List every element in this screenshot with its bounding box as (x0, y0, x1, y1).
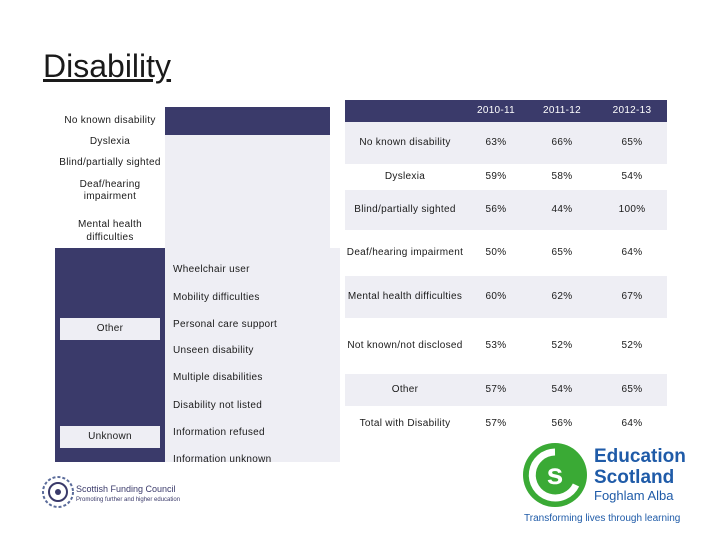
row-label: No known disability (359, 136, 451, 148)
row-label: Total with Disability (359, 417, 451, 429)
label-dyslexia: Dyslexia (55, 135, 165, 149)
sfc-logo: Scottish Funding Council Promoting furth… (40, 470, 180, 520)
subitem-mobility: Mobility difficulties (173, 291, 260, 303)
row-value: 54% (551, 383, 573, 395)
row-value: 44% (551, 203, 573, 215)
education-scotland-emblem-icon: s (523, 443, 587, 507)
table-row (345, 406, 667, 442)
sfc-tagline: Promoting further and higher education (76, 497, 181, 503)
label-blind: Blind/partially sighted (55, 149, 165, 177)
row-value: 64% (621, 246, 643, 258)
table-row (345, 374, 667, 406)
deaf-fill (165, 177, 330, 205)
blind-fill (165, 149, 330, 177)
row-value: 62% (551, 290, 573, 302)
row-value: 52% (551, 339, 573, 351)
subitem-multiple: Multiple disabilities (173, 371, 263, 383)
sfc-emblem-icon (42, 476, 74, 508)
row-value: 58% (551, 170, 573, 182)
table-header-bar (345, 100, 667, 122)
svg-text:s: s (547, 458, 564, 491)
table-row (345, 276, 667, 318)
row-label: Blind/partially sighted (354, 203, 456, 215)
header-2011-12: 2011-12 (542, 104, 582, 116)
label-deaf: Deaf/hearing impairment (55, 177, 165, 205)
row-value: 65% (551, 246, 573, 258)
subitem-personal-care: Personal care support (173, 318, 278, 330)
row-value: 60% (485, 290, 507, 302)
label-no-known-disability: No known disability (55, 107, 165, 135)
spacer-cell (55, 205, 165, 215)
row-value: 53% (485, 339, 507, 351)
no-known-bar (165, 107, 330, 135)
es-line3: Foghlam Alba (594, 488, 674, 503)
table-row (345, 122, 667, 164)
row-label: Deaf/hearing impairment (346, 246, 464, 258)
row-label: Mental health difficulties (347, 290, 463, 302)
es-tagline: Transforming lives through learning (524, 513, 681, 524)
subitem-not-listed: Disability not listed (173, 399, 263, 411)
table-row (345, 318, 667, 374)
label-unknown: Unknown (60, 426, 160, 448)
sfc-name: Scottish Funding Council (76, 484, 176, 494)
table-row (345, 190, 667, 230)
education-scotland-logo: s Education Scotland Foghlam Alba Transf… (520, 440, 695, 530)
row-value: 63% (485, 136, 507, 148)
row-value: 67% (621, 290, 643, 302)
page-title: Disability (43, 48, 172, 84)
row-value: 57% (485, 383, 507, 395)
table-row (345, 164, 667, 190)
subitem-unseen: Unseen disability (173, 344, 254, 356)
subitem-info-refused: Information refused (173, 426, 265, 438)
row-value: 50% (485, 246, 507, 258)
es-line2: Scotland (594, 467, 675, 488)
row-value: 56% (485, 203, 507, 215)
row-value: 64% (621, 417, 643, 429)
row-value: 65% (621, 383, 643, 395)
subitem-info-unknown: Information unknown (173, 453, 272, 465)
sub-items-panel (165, 248, 340, 462)
row-label: Not known/not disclosed (347, 339, 463, 351)
table-row (345, 230, 667, 276)
dyslexia-fill (165, 135, 330, 149)
row-value: 52% (621, 339, 643, 351)
row-label: Dyslexia (384, 170, 426, 182)
row-value: 56% (551, 417, 573, 429)
spacer-fill (165, 205, 330, 215)
label-other: Other (60, 318, 160, 340)
row-value: 59% (485, 170, 507, 182)
es-line1: Education (594, 446, 686, 467)
header-2010-11: 2010-11 (476, 104, 516, 116)
row-value: 54% (621, 170, 643, 182)
row-value: 57% (485, 417, 507, 429)
row-value: 100% (618, 203, 646, 215)
header-2012-13: 2012-13 (612, 104, 652, 116)
row-value: 66% (551, 136, 573, 148)
row-value: 65% (621, 136, 643, 148)
label-mental-health: Mental health difficulties (55, 215, 165, 248)
mental-fill (165, 215, 330, 248)
row-label: Other (391, 383, 419, 395)
subitem-wheelchair: Wheelchair user (173, 263, 250, 275)
